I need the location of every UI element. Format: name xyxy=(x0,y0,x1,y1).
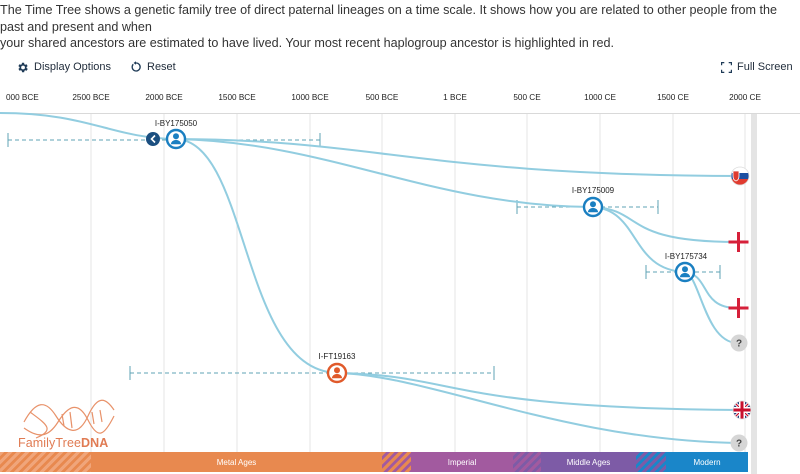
era-label: Metal Ages xyxy=(216,457,257,467)
node-label-i-by175734: I-BY175734 xyxy=(664,252,708,261)
era-middle-ages[interactable]: Middle Ages xyxy=(541,452,636,472)
reset-button[interactable]: Reset xyxy=(130,56,176,78)
era-stripe xyxy=(0,452,91,472)
tick-label: 1 BCE xyxy=(443,93,467,102)
vertical-scrollbar[interactable] xyxy=(751,114,757,474)
node-label-i-ft19163: I-FT19163 xyxy=(318,352,356,361)
brand-logo-text: FamilyTreeDNA xyxy=(18,436,108,450)
full-screen-label: Full Screen xyxy=(737,61,793,73)
display-options-button[interactable]: Display Options xyxy=(16,56,111,78)
tick-label: 2500 BCE xyxy=(72,93,110,102)
display-options-label: Display Options xyxy=(34,61,112,73)
person-icon xyxy=(587,201,599,213)
era-stripe xyxy=(636,452,666,472)
unknown-origin-icon: ? xyxy=(736,439,742,450)
unknown-origin-icon: ? xyxy=(736,339,742,350)
era-modern[interactable]: Modern xyxy=(666,452,748,472)
person-icon xyxy=(679,266,691,278)
time-axis: 000 BCE 2500 BCE 2000 BCE 1500 BCE 1000 … xyxy=(0,88,800,114)
tick-label: 1500 BCE xyxy=(218,93,256,102)
node-i-by175050[interactable] xyxy=(165,128,187,150)
node-label-i-by175050: I-BY175050 xyxy=(154,119,198,128)
node-i-ft19163[interactable] xyxy=(326,362,348,384)
tick-label: 2000 BCE xyxy=(145,93,183,102)
branch-slovakia xyxy=(175,138,741,177)
intro-line-1: The Time Tree shows a genetic family tre… xyxy=(0,3,778,34)
confidence-ranges xyxy=(7,133,721,380)
dna-helix-logo-icon xyxy=(23,399,115,439)
node-i-by175009[interactable] xyxy=(582,196,604,218)
range-n1 xyxy=(7,133,321,147)
england-flag-icon xyxy=(728,298,749,318)
toolbar: Display Options Reset Full Screen xyxy=(0,56,800,78)
branch-n4 xyxy=(175,138,338,374)
era-label: Middle Ages xyxy=(566,457,611,467)
gear-icon xyxy=(18,62,28,72)
reset-icon xyxy=(131,61,141,72)
uk-flag-icon xyxy=(733,401,751,419)
intro-line-2: your shared ancestors are estimated to h… xyxy=(0,36,614,50)
brand-name-right: DNA xyxy=(81,436,109,450)
tick-label: 500 BCE xyxy=(365,93,399,102)
node-label-i-by175009: I-BY175009 xyxy=(571,186,615,195)
intro-text: The Time Tree shows a genetic family tre… xyxy=(0,2,800,52)
leaf-unknown-1[interactable]: ? xyxy=(730,334,748,352)
england-flag-icon xyxy=(728,232,749,252)
branch-n2 xyxy=(175,138,594,208)
full-screen-button[interactable]: Full Screen xyxy=(721,56,793,78)
slovakia-flag-icon xyxy=(731,167,749,185)
tick-label: 1500 CE xyxy=(657,93,689,102)
tick-label: 000 BCE xyxy=(6,93,39,102)
tick-label: 1000 BCE xyxy=(291,93,329,102)
branch-n2-england xyxy=(592,206,738,243)
branch-n4-unknown xyxy=(336,372,738,444)
leaf-england-2[interactable] xyxy=(728,298,749,318)
chevron-left-icon xyxy=(150,134,156,144)
tick-label: 2000 CE xyxy=(729,93,761,102)
range-n4 xyxy=(129,366,495,380)
reset-label: Reset xyxy=(147,61,176,73)
leaf-slovakia[interactable] xyxy=(730,166,750,186)
era-label: Modern xyxy=(693,457,721,467)
branch-n3 xyxy=(592,206,686,273)
grid-lines xyxy=(90,114,746,452)
tick-label: 1000 CE xyxy=(584,93,616,102)
era-metal-ages[interactable]: Metal Ages xyxy=(91,452,382,472)
era-imperial[interactable]: Imperial xyxy=(411,452,513,472)
era-bar: Metal Ages Imperial Middle Ages Modern xyxy=(0,452,748,472)
leaf-united-kingdom[interactable] xyxy=(732,400,752,420)
era-stripe xyxy=(513,452,541,472)
person-icon xyxy=(170,133,182,145)
leaf-unknown-2[interactable]: ? xyxy=(730,434,748,452)
brand-name-left: FamilyTree xyxy=(18,436,82,450)
expand-icon xyxy=(721,61,732,73)
tick-label: 500 CE xyxy=(513,93,541,102)
era-label: Imperial xyxy=(447,457,477,467)
back-node-button[interactable] xyxy=(146,132,160,146)
person-icon xyxy=(331,367,343,379)
era-stripe xyxy=(382,452,411,472)
leaf-england-1[interactable] xyxy=(728,232,749,252)
branch-n4-uk xyxy=(336,372,743,411)
node-i-by175734[interactable] xyxy=(674,261,696,283)
